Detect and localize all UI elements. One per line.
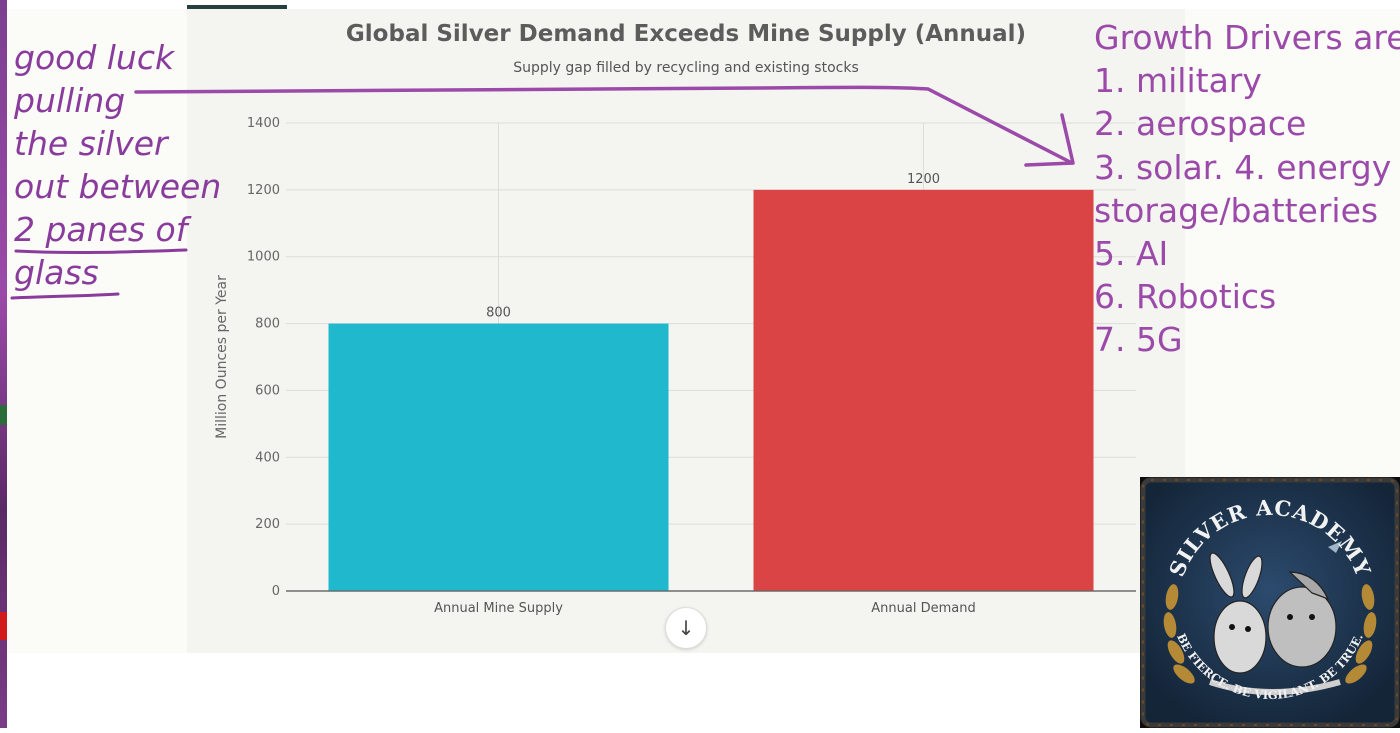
left-note-line: 2 panes of [14, 210, 188, 249]
data-label: 800 [486, 306, 511, 321]
y-tick-label: 1000 [247, 250, 280, 265]
right-note-line: storage/batteries [1094, 190, 1379, 230]
scroll-down-button[interactable]: ↓ [665, 607, 707, 649]
bar-2[interactable] [753, 189, 1094, 591]
y-tick-label: 400 [255, 450, 280, 465]
edge-blip [0, 612, 7, 640]
y-axis-title: Million Ounces per Year [214, 275, 230, 439]
hand-drawn-arrow-icon [134, 85, 1074, 165]
silver-academy-badge: SILVER ACADEMY BE FIERCE. BE VIGILANT. B… [1140, 477, 1400, 728]
x-category-label: Annual Mine Supply [434, 601, 563, 616]
left-note-line: good luck [14, 38, 175, 77]
right-pane [1185, 9, 1400, 479]
y-tick-label: 200 [255, 517, 280, 532]
top-dark-bar [187, 5, 287, 9]
bar-layer [328, 189, 1094, 591]
chart-title: Global Silver Demand Exceeds Mine Supply… [345, 21, 1027, 47]
left-note-line: glass [14, 253, 99, 292]
left-pane [7, 9, 187, 653]
y-tick-label: 600 [255, 383, 280, 398]
underline-mark-icon [14, 248, 188, 255]
right-annotation: Growth Drivers are 1. military 2. aerosp… [1094, 16, 1400, 362]
y-tick-label: 1400 [247, 116, 280, 131]
y-tick-label: 800 [255, 317, 280, 332]
silver-academy-badge-icon: SILVER ACADEMY BE FIERCE. BE VIGILANT. B… [1140, 477, 1400, 728]
left-edge-strip [0, 0, 7, 728]
right-note-line: 3. solar. 4. energy [1094, 147, 1392, 187]
right-note-line: 5. AI [1094, 234, 1169, 274]
bar-1[interactable] [328, 323, 669, 591]
right-note-line: 7. 5G [1094, 320, 1183, 360]
arrow-head-icon [1024, 113, 1075, 167]
right-note-line: 6. Robotics [1094, 277, 1277, 317]
x-category-label: Annual Demand [871, 601, 975, 616]
data-label: 1200 [907, 172, 940, 187]
label-layer: 0 200 400 600 800 1000 1200 1400 800 Annual Mine … [247, 116, 1136, 616]
y-tick-label: 1200 [247, 183, 280, 198]
right-note-line: Growth Drivers are [1094, 18, 1400, 57]
chart-subtitle: Supply gap filled by recycling and exist… [513, 60, 859, 76]
y-tick-label: 0 [272, 584, 280, 599]
left-note-line: out between [14, 167, 222, 206]
right-note-line: 2. aerospace [1094, 104, 1307, 144]
hummingbird-icon [1328, 541, 1342, 553]
edge-blip [0, 405, 7, 425]
left-note-line: the silver [14, 124, 168, 163]
left-annotation: good luck pulling the silver out between… [14, 36, 224, 294]
right-note-line: 1. military [1094, 61, 1262, 101]
arrow-down-icon: ↓ [677, 616, 695, 640]
left-note-line: pulling [14, 81, 126, 120]
underline-mark-icon [10, 292, 120, 300]
